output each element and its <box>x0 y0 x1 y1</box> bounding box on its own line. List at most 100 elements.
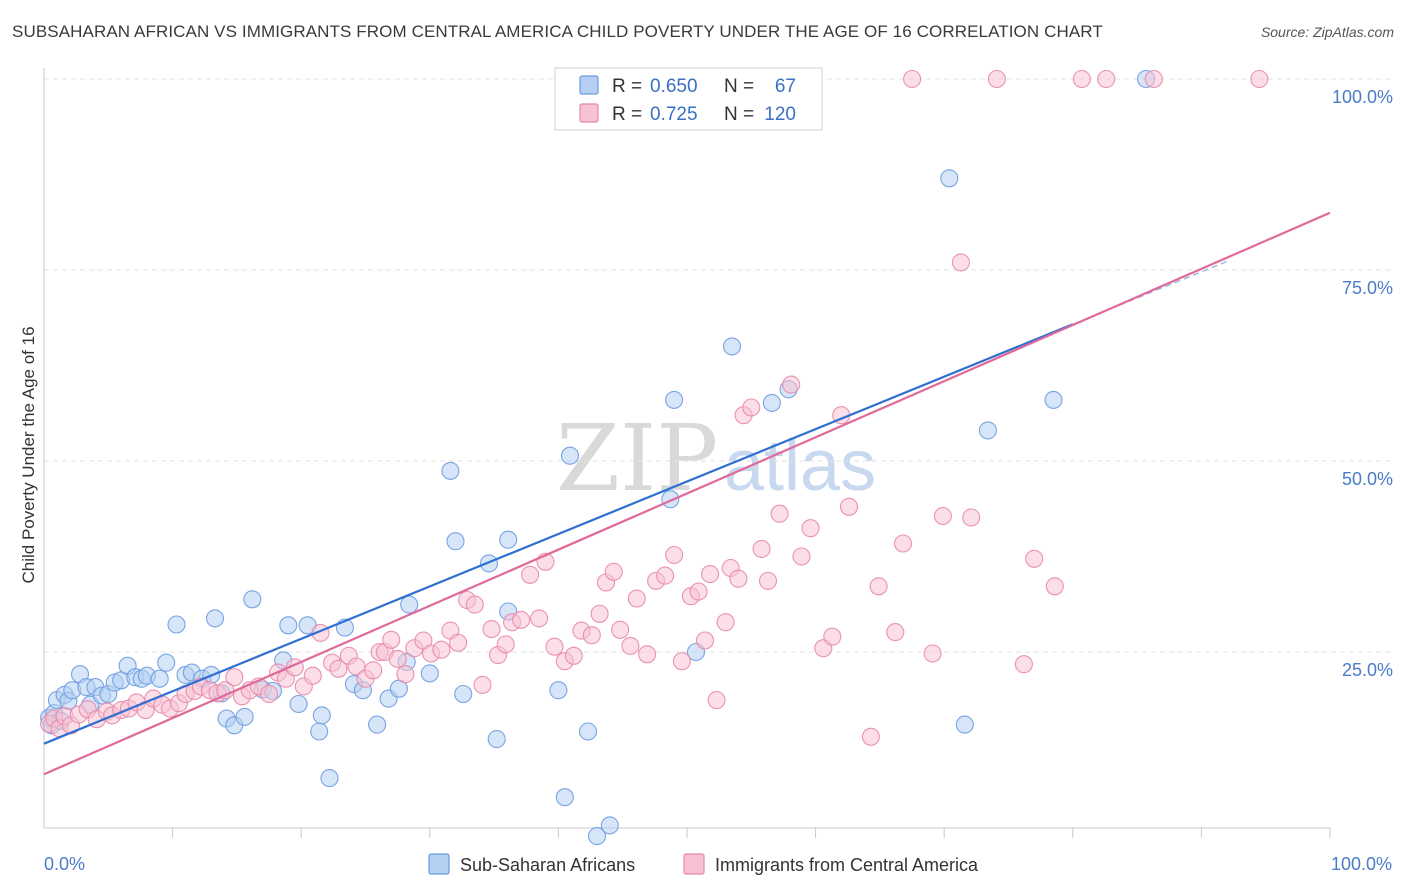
point-subsaharan <box>454 684 473 704</box>
point-central-america <box>1097 69 1116 89</box>
point-central-america <box>627 589 646 608</box>
y-tick-labels: 25.0% 50.0% 75.0% 100.0% <box>1332 87 1393 680</box>
point-subsaharan <box>940 169 959 188</box>
point-subsaharan <box>243 590 262 609</box>
watermark-atlas: atlas <box>724 426 876 506</box>
point-central-america <box>530 609 549 628</box>
point-central-america <box>449 633 468 652</box>
point-central-america <box>1045 577 1064 596</box>
point-central-america <box>665 545 684 565</box>
trend-extension-subsaharan <box>1072 260 1228 325</box>
scatter-points <box>40 69 1269 846</box>
point-central-america <box>729 569 748 588</box>
point-central-america <box>758 571 778 590</box>
legend-n-label-2: N = <box>724 104 754 125</box>
point-central-america <box>869 577 888 596</box>
point-central-america <box>388 649 407 668</box>
legend-n-label-1: N = <box>724 76 754 97</box>
point-central-america <box>701 565 720 584</box>
point-central-america <box>656 566 675 585</box>
stats-legend: R = 0.650 N = 67 R = 0.725 N = 120 <box>554 67 823 131</box>
point-central-america <box>689 582 708 601</box>
point-central-america <box>962 508 981 527</box>
point-subsaharan <box>560 446 580 465</box>
point-central-america <box>303 666 322 685</box>
point-central-america <box>621 636 640 655</box>
point-central-america <box>893 534 913 553</box>
chart-title: SUBSAHARAN AFRICAN VS IMMIGRANTS FROM CE… <box>12 22 1103 41</box>
y-tick-label: 50.0% <box>1342 469 1393 489</box>
point-subsaharan <box>320 769 339 788</box>
point-subsaharan <box>578 722 598 741</box>
point-subsaharan <box>235 707 254 726</box>
bottom-legend-swatch-subsaharan <box>428 853 450 875</box>
point-central-america <box>225 668 244 687</box>
point-central-america <box>611 620 630 639</box>
point-central-america <box>903 69 922 89</box>
trend-lines <box>43 211 1331 776</box>
point-subsaharan <box>587 827 607 846</box>
x-tick-labels: 0.0% 100.0% <box>44 854 1392 874</box>
point-central-america <box>782 375 801 394</box>
point-central-america <box>1144 69 1163 89</box>
point-central-america <box>364 661 383 680</box>
legend-n-value-2: 120 <box>764 104 796 125</box>
point-central-america <box>473 675 492 694</box>
legend-r-value-1: 0.650 <box>650 76 698 97</box>
point-central-america <box>465 595 484 614</box>
y-axis-label: Child Poverty Under the Age of 16 <box>19 326 38 583</box>
point-subsaharan <box>400 595 419 614</box>
point-central-america <box>590 604 609 623</box>
bottom-legend-label-central-america: Immigrants from Central America <box>715 855 979 875</box>
point-central-america <box>716 613 735 632</box>
x-tick-label-max: 100.0% <box>1331 854 1392 874</box>
point-subsaharan <box>279 616 298 635</box>
series-legend: Sub-Saharan Africans Immigrants from Cen… <box>428 853 979 875</box>
point-central-america <box>707 691 726 710</box>
point-central-america <box>496 635 515 654</box>
point-central-america <box>382 630 401 649</box>
point-central-america <box>801 519 820 538</box>
point-subsaharan <box>420 664 439 683</box>
point-subsaharan <box>762 393 781 412</box>
point-central-america <box>1072 69 1091 89</box>
grid <box>44 78 1392 653</box>
point-central-america <box>259 684 279 704</box>
point-central-america <box>545 637 564 656</box>
legend-r-value-2: 0.725 <box>650 104 698 125</box>
point-central-america <box>695 631 715 650</box>
point-central-america <box>582 626 601 645</box>
point-subsaharan <box>312 706 331 725</box>
point-central-america <box>638 645 657 664</box>
point-subsaharan <box>446 532 465 551</box>
point-central-america <box>861 727 880 746</box>
point-central-america <box>1014 655 1033 674</box>
legend-r-label-1: R = <box>612 76 642 97</box>
y-tick-label: 100.0% <box>1332 87 1393 107</box>
stats-legend-box <box>554 67 823 131</box>
bottom-legend-label-subsaharan: Sub-Saharan Africans <box>460 855 635 875</box>
point-central-america <box>512 610 531 629</box>
legend-n-value-1: 67 <box>775 76 796 97</box>
point-central-america <box>1025 549 1044 568</box>
point-subsaharan <box>487 730 506 749</box>
point-subsaharan <box>368 715 387 734</box>
point-subsaharan <box>157 653 176 672</box>
point-subsaharan <box>978 421 997 440</box>
point-central-america <box>770 504 789 523</box>
point-subsaharan <box>150 669 169 688</box>
point-subsaharan <box>205 609 225 628</box>
bottom-legend-swatch-central-america <box>683 853 705 875</box>
point-subsaharan <box>600 816 619 835</box>
point-central-america <box>933 506 952 526</box>
point-subsaharan <box>441 461 460 480</box>
point-central-america <box>432 640 451 659</box>
point-central-america <box>329 659 348 678</box>
x-tick-label-min: 0.0% <box>44 854 85 874</box>
point-central-america <box>604 562 623 581</box>
point-subsaharan <box>310 722 329 741</box>
watermark-zip: ZIP <box>556 405 718 512</box>
y-tick-label: 25.0% <box>1342 660 1393 680</box>
point-central-america <box>752 539 771 558</box>
